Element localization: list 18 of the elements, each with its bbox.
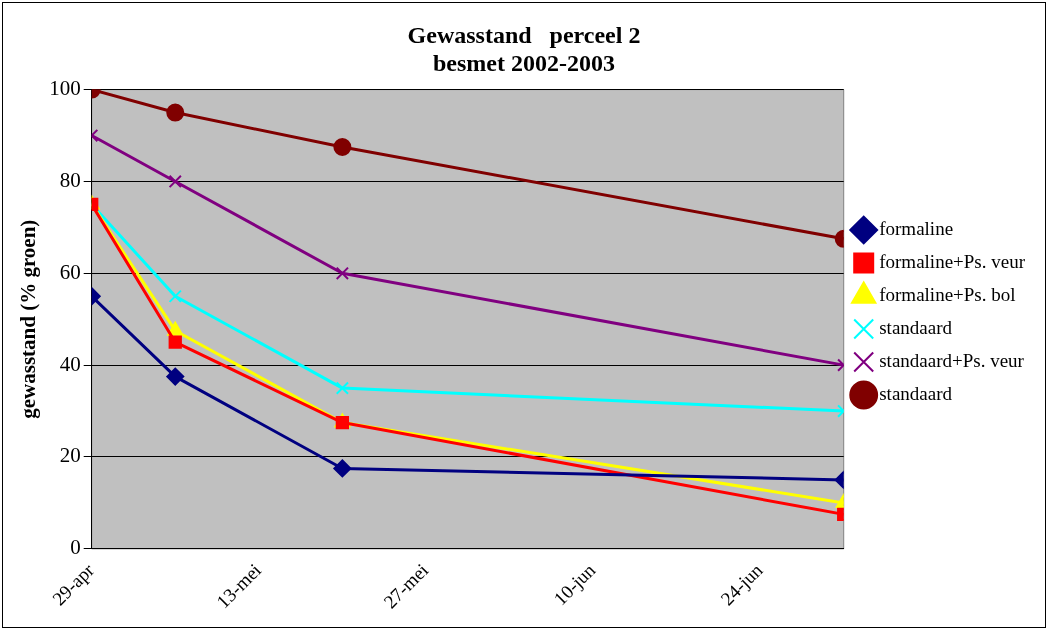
legend-label: standaard <box>879 382 953 404</box>
point <box>333 138 352 156</box>
point <box>335 381 350 395</box>
legend-label: formaline <box>879 217 954 239</box>
point <box>166 103 185 122</box>
y-tick-label: 100 <box>49 76 81 101</box>
y-axis-title: gewasstand (% groen) <box>16 219 41 419</box>
y-tick-label: 20 <box>59 443 81 468</box>
y-tick-label: 60 <box>59 259 81 284</box>
y-tick-label: 80 <box>59 167 81 192</box>
y-tick-label: 0 <box>70 535 81 560</box>
chart-title: Gewasstand perceel 2 besmet 2002-2003 <box>407 21 641 77</box>
point <box>168 289 182 303</box>
y-tick-label: 40 <box>59 351 81 376</box>
legend-label: standaard <box>879 316 953 338</box>
legend-label: standaard+Ps. veur <box>879 349 1025 371</box>
legend-label: formaline+Ps. veur <box>879 250 1026 272</box>
legend-label: formaline+Ps. bol <box>879 283 1016 305</box>
